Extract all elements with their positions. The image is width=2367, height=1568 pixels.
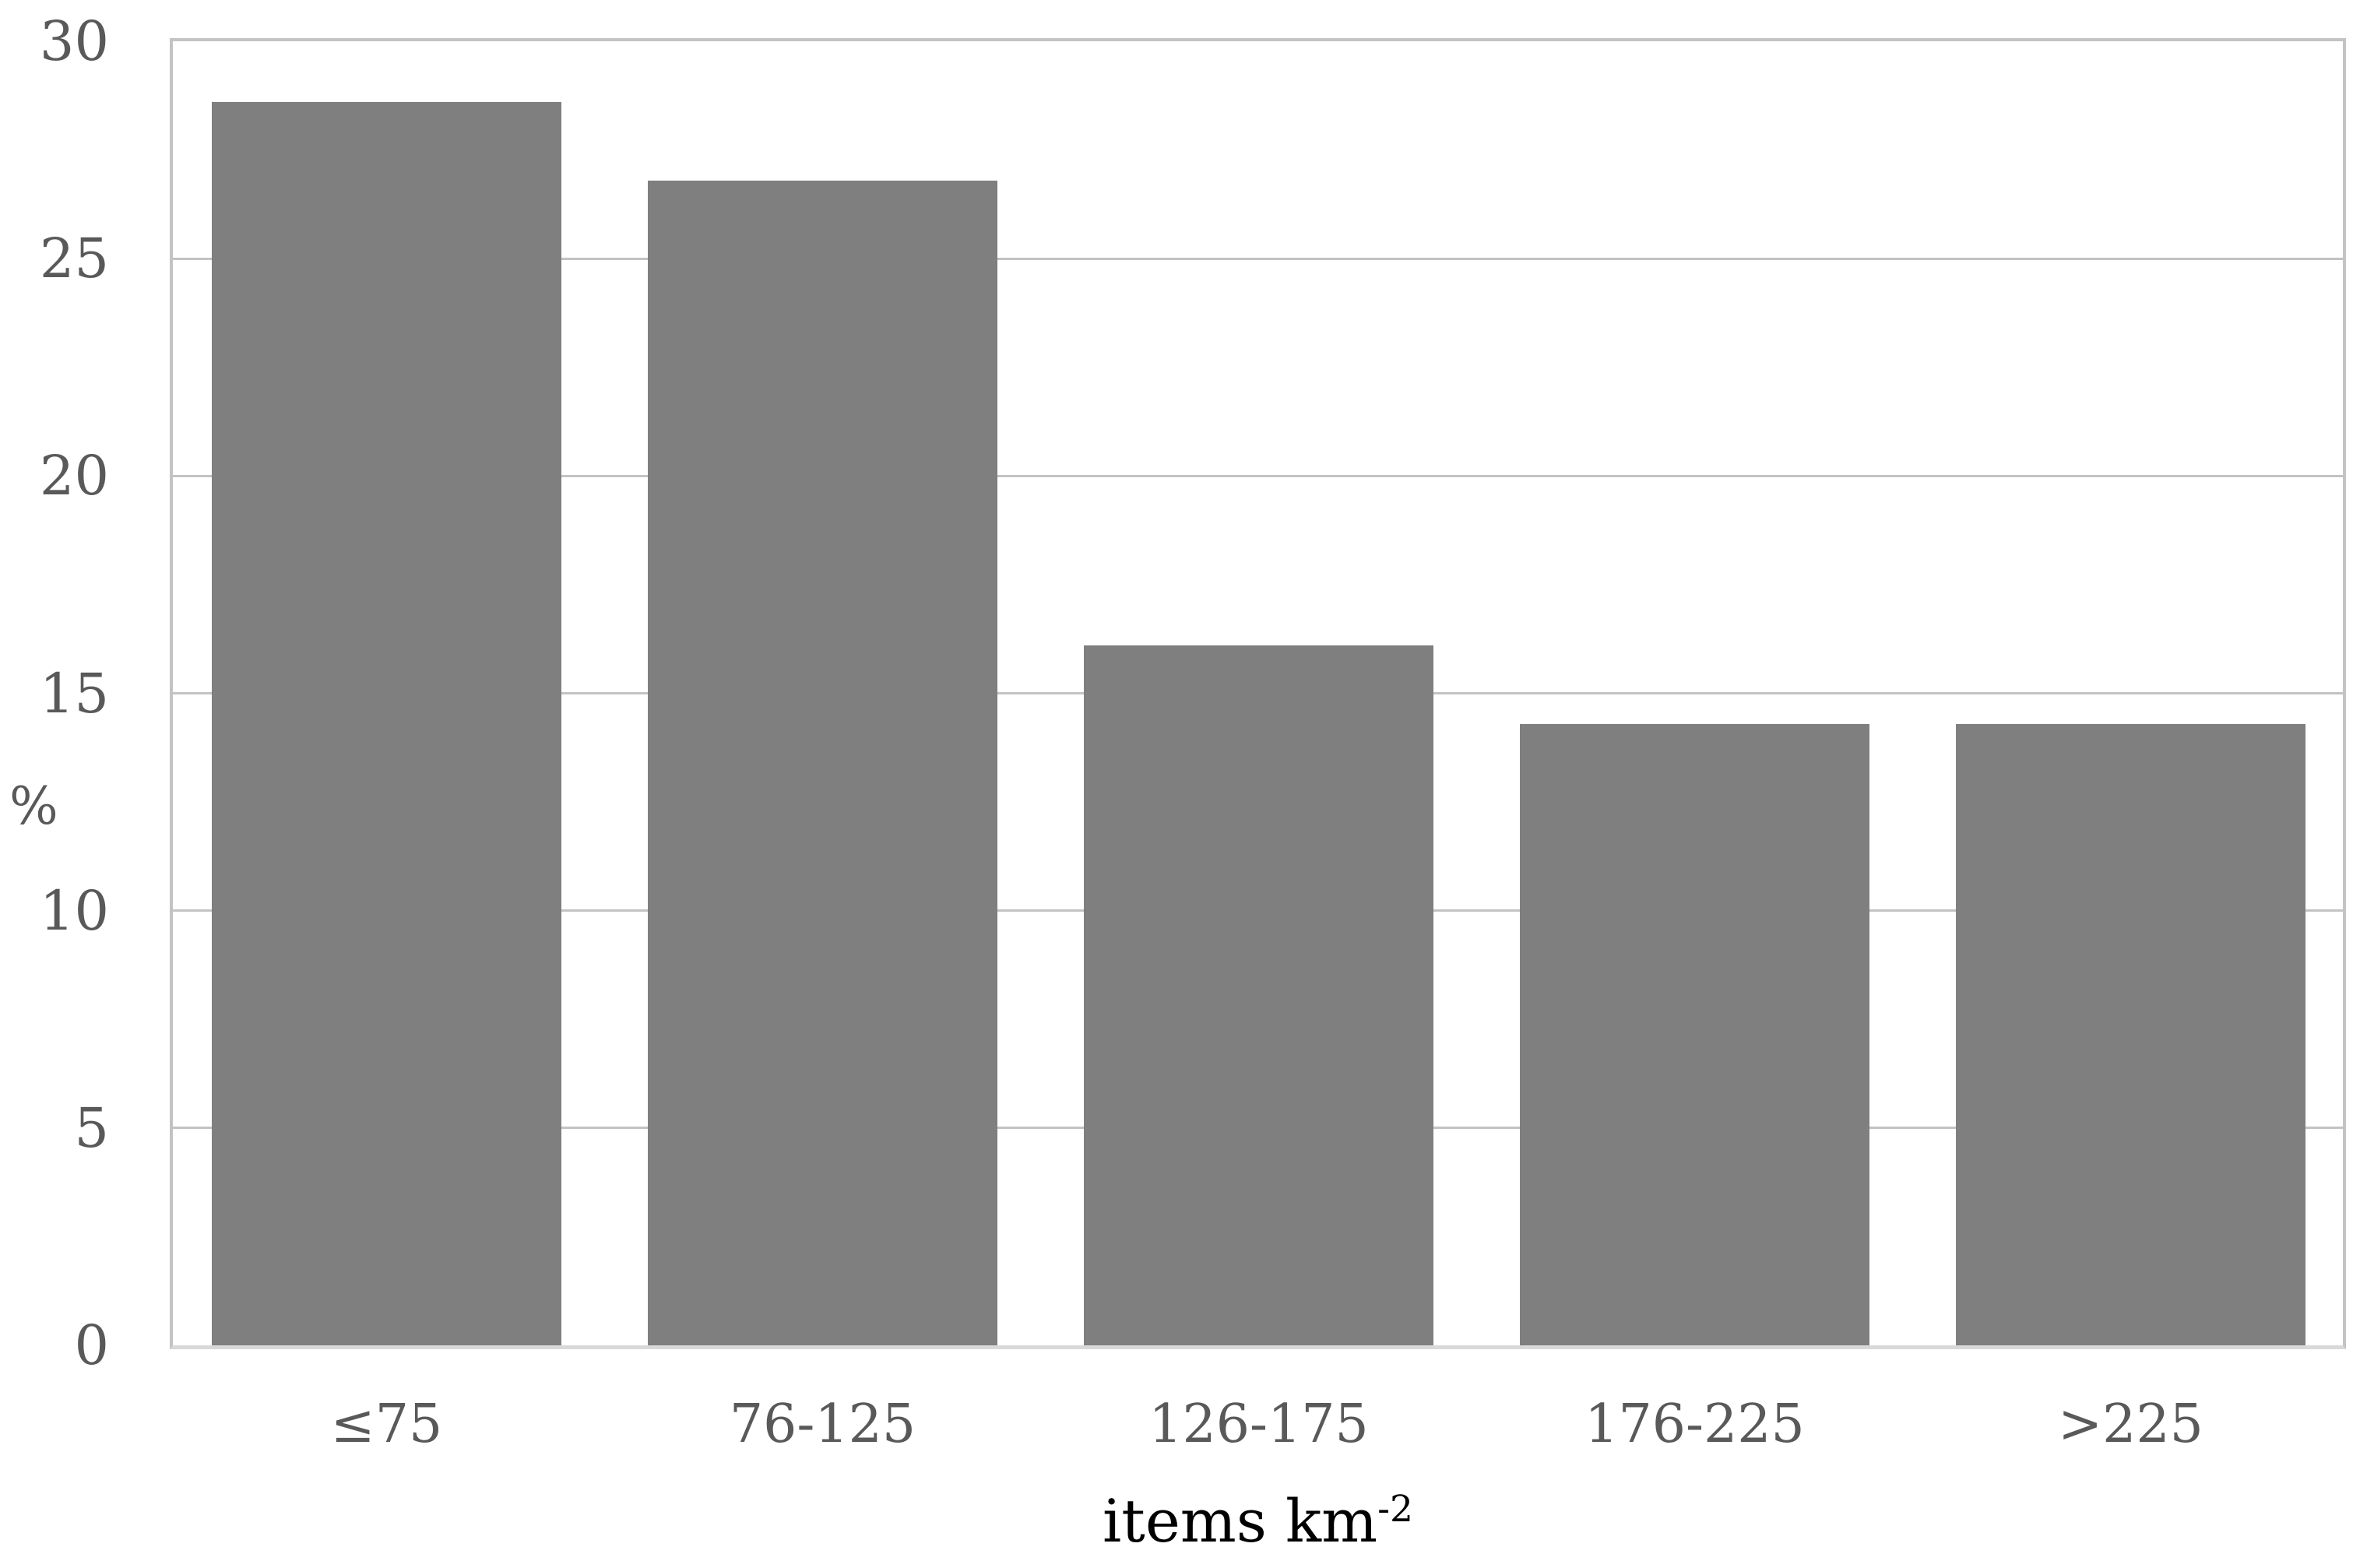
plot-area [170, 38, 2346, 1349]
y-tick-label-30: 30 [39, 9, 109, 73]
bar-76-125 [648, 180, 997, 1345]
x-tick-label-76-125: 76-125 [729, 1394, 916, 1455]
x-axis-title: items km-2 [170, 1489, 2346, 1554]
x-tick-label-≤75: ≤75 [330, 1394, 443, 1455]
y-tick-label-25: 25 [39, 227, 109, 291]
x-tick-label-176-225: 176-225 [1584, 1394, 1805, 1455]
y-tick-label-10: 10 [39, 878, 109, 943]
gridline-25 [173, 257, 2343, 260]
bar->225 [1956, 723, 2305, 1345]
gridline-20 [173, 474, 2343, 477]
y-tick-label-0: 0 [74, 1313, 109, 1377]
x-tick-label-126-175: 126-175 [1148, 1394, 1369, 1455]
bar-126-175 [1084, 645, 1433, 1345]
bar-176-225 [1520, 723, 1869, 1345]
bar-≤75 [212, 102, 561, 1345]
x-tick-label->225: >225 [2058, 1394, 2203, 1455]
y-tick-label-5: 5 [74, 1095, 109, 1160]
y-tick-label-15: 15 [39, 661, 109, 726]
y-tick-label-20: 20 [39, 444, 109, 508]
x-axis-title-superscript: -2 [1377, 1488, 1414, 1531]
x-axis-title-text: items km [1102, 1486, 1378, 1556]
y-axis-title: % [9, 776, 58, 836]
